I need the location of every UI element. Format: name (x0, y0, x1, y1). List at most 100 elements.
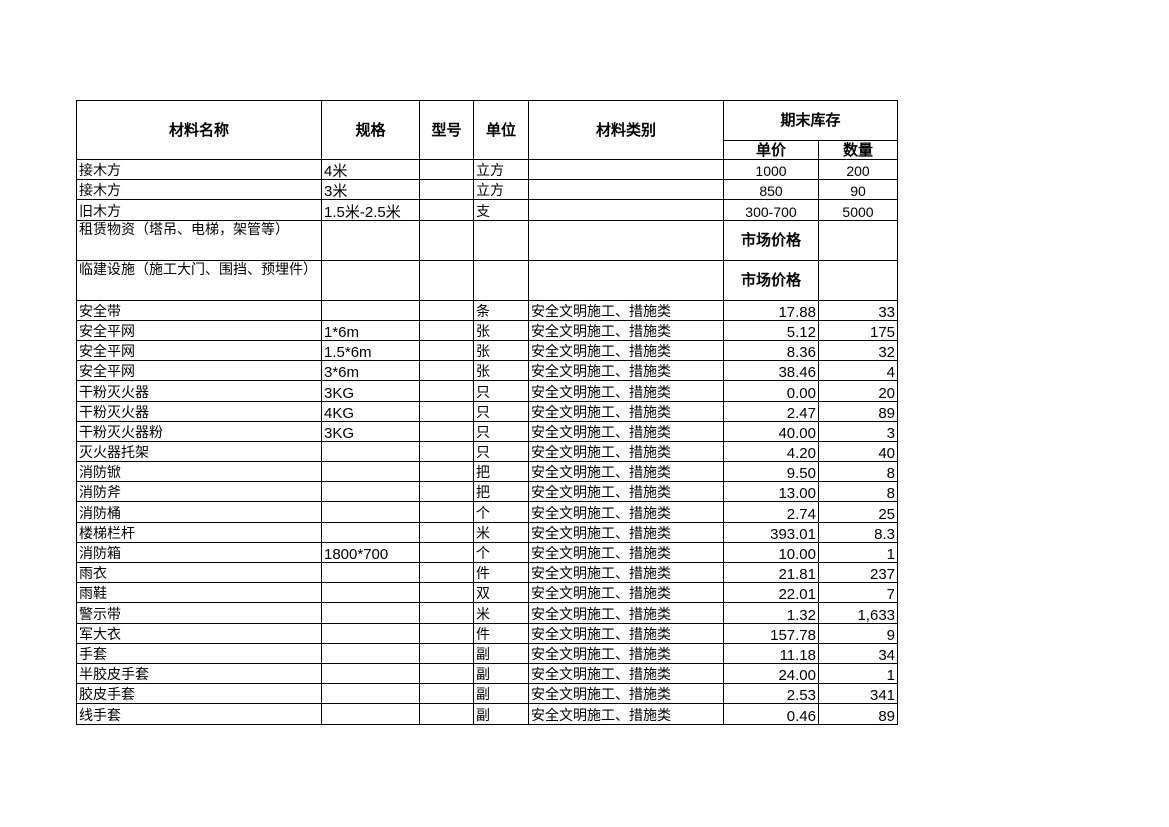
cell-spec: 1*6m (321, 319, 420, 341)
cell-unit: 米 (473, 521, 529, 543)
cell-category: 安全文明施工、措施类 (528, 440, 724, 463)
cell-quantity: 341 (817, 683, 899, 705)
cell-quantity: 8 (817, 461, 899, 483)
table-row: 安全平网 1.5*6m 张安全文明施工、措施类 8.36 32 (76, 339, 899, 362)
cell-category: 安全文明施工、措施类 (528, 662, 724, 685)
cell-unit (473, 259, 529, 301)
table-row: 临建设施（施工大门、围挡、预埋件） 市场价格 (76, 259, 899, 301)
cell-quantity: 1 (817, 541, 899, 564)
cell-category: 安全文明施工、措施类 (528, 703, 724, 725)
table-row: 租赁物资（塔吊、电梯，架管等） 市场价格 (76, 219, 899, 261)
cell-material-name: 消防箱 (76, 541, 322, 564)
cell-quantity: 200 (817, 158, 899, 181)
cell-quantity: 1 (817, 662, 899, 685)
table-row: 楼梯栏杆 米安全文明施工、措施类 393.01 8.3 (76, 521, 899, 543)
header-unit-price: 单价 (723, 140, 819, 160)
cell-material-name: 接木方 (76, 158, 322, 181)
cell-unit: 件 (473, 561, 529, 584)
cell-material-name: 安全平网 (76, 319, 322, 341)
cell-model (419, 380, 474, 402)
cell-unit-price: 11.18 (723, 642, 819, 664)
cell-category (528, 158, 724, 181)
table-row: 雨鞋 双安全文明施工、措施类 22.01 7 (76, 582, 899, 604)
cell-unit-price: 2.53 (723, 683, 819, 705)
cell-unit-price: 8.36 (723, 339, 819, 362)
table-row: 消防桶 个安全文明施工、措施类 2.74 25 (76, 501, 899, 523)
cell-unit-price: 0.00 (723, 380, 819, 402)
cell-quantity: 175 (817, 319, 899, 341)
cell-model (419, 339, 474, 362)
cell-unit-price: 22.01 (723, 582, 819, 604)
cell-model (419, 501, 474, 523)
cell-category: 安全文明施工、措施类 (528, 299, 724, 321)
cell-material-name: 干粉灭火器 (76, 400, 322, 422)
cell-quantity: 89 (817, 703, 899, 725)
cell-unit-price: 4.20 (723, 440, 819, 463)
cell-material-name: 半胶皮手套 (76, 662, 322, 685)
cell-unit-price: 300-700 (723, 199, 819, 221)
cell-model (419, 602, 474, 624)
cell-material-name: 临建设施（施工大门、围挡、预埋件） (76, 259, 322, 301)
cell-unit: 副 (473, 683, 529, 705)
cell-unit (473, 219, 529, 261)
cell-unit: 立方 (473, 179, 529, 201)
cell-model (419, 219, 474, 261)
cell-category: 安全文明施工、措施类 (528, 622, 724, 644)
cell-category: 安全文明施工、措施类 (528, 561, 724, 584)
cell-quantity: 25 (817, 501, 899, 523)
cell-unit-price: 市场价格 (723, 219, 819, 261)
cell-unit-price: 24.00 (723, 662, 819, 685)
cell-spec (321, 440, 420, 463)
cell-category: 安全文明施工、措施类 (528, 360, 724, 382)
cell-model (419, 561, 474, 584)
cell-unit-price: 0.46 (723, 703, 819, 725)
table-row: 接木方 4米 立方 1000 200 (76, 158, 899, 181)
cell-material-name: 租赁物资（塔吊、电梯，架管等） (76, 219, 322, 261)
table-row: 干粉灭火器 4KG 只安全文明施工、措施类 2.47 89 (76, 400, 899, 422)
cell-unit-price: 9.50 (723, 461, 819, 483)
cell-unit: 副 (473, 703, 529, 725)
header-model: 型号 (419, 100, 474, 160)
cell-category: 安全文明施工、措施类 (528, 642, 724, 664)
table-row: 旧木方 1.5米-2.5米 支 300-700 5000 (76, 199, 899, 221)
cell-spec (321, 561, 420, 584)
cell-model (419, 420, 474, 442)
cell-material-name: 手套 (76, 642, 322, 664)
table-row: 线手套 副安全文明施工、措施类 0.46 89 (76, 703, 899, 725)
cell-material-name: 胶皮手套 (76, 683, 322, 705)
cell-material-name: 干粉灭火器粉 (76, 420, 322, 442)
cell-unit: 张 (473, 360, 529, 382)
cell-spec: 3*6m (321, 360, 420, 382)
cell-spec (321, 683, 420, 705)
cell-unit-price: 13.00 (723, 481, 819, 503)
cell-model (419, 440, 474, 463)
table-row: 接木方 3米 立方 850 90 (76, 179, 899, 201)
cell-unit: 只 (473, 400, 529, 422)
cell-unit: 张 (473, 339, 529, 362)
table-row: 雨衣 件安全文明施工、措施类 21.81 237 (76, 561, 899, 584)
cell-material-name: 干粉灭火器 (76, 380, 322, 402)
cell-category (528, 259, 724, 301)
cell-quantity: 8.3 (817, 521, 899, 543)
cell-spec: 4KG (321, 400, 420, 422)
cell-category (528, 199, 724, 221)
cell-material-name: 旧木方 (76, 199, 322, 221)
cell-category: 安全文明施工、措施类 (528, 400, 724, 422)
cell-quantity: 90 (817, 179, 899, 201)
cell-category: 安全文明施工、措施类 (528, 602, 724, 624)
cell-spec (321, 662, 420, 685)
table-body: 接木方 4米 立方 1000 200 接木方 3米 立方 850 90 旧木方 1.5米-2.5米支 3… (76, 158, 899, 725)
cell-unit: 支 (473, 199, 529, 221)
cell-spec: 1800*700 (321, 541, 420, 564)
cell-spec (321, 622, 420, 644)
cell-material-name: 雨衣 (76, 561, 322, 584)
cell-material-name: 线手套 (76, 703, 322, 725)
cell-spec (321, 582, 420, 604)
cell-unit: 个 (473, 541, 529, 564)
cell-material-name: 接木方 (76, 179, 322, 201)
cell-model (419, 481, 474, 503)
cell-spec (321, 461, 420, 483)
cell-material-name: 雨鞋 (76, 582, 322, 604)
cell-unit-price: 2.47 (723, 400, 819, 422)
cell-unit-price: 21.81 (723, 561, 819, 584)
